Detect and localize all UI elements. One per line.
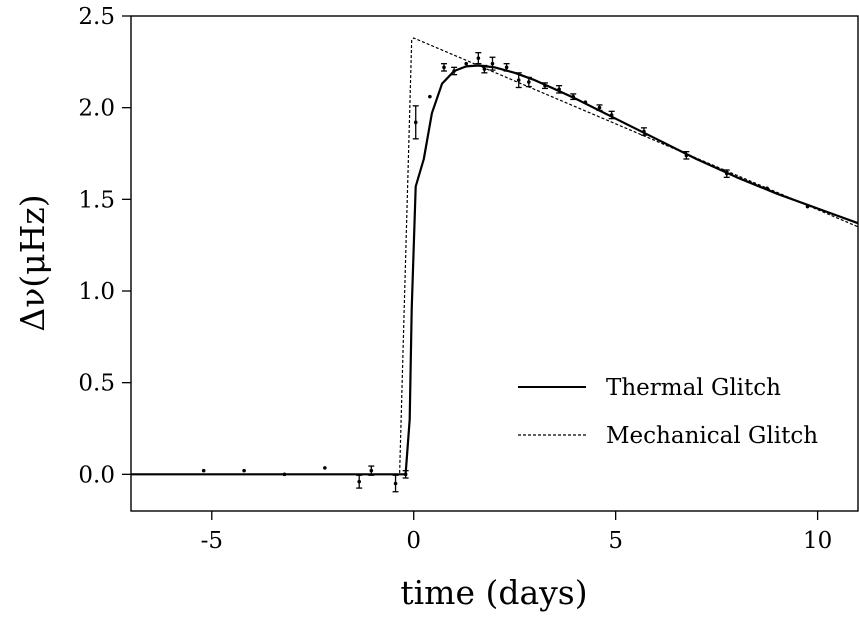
data-point [556,85,563,94]
data-point [441,63,448,72]
data-point [428,94,432,99]
data-point [596,104,603,112]
data-point [242,468,246,473]
data-point [392,474,399,493]
x-axis-title: time (days) [400,573,587,612]
data-point [683,151,690,160]
data-point [765,186,769,191]
data-point [323,466,327,470]
y-tick-label: 1.5 [78,187,115,213]
y-tick-label: 2.0 [78,96,115,122]
data-point [402,470,409,479]
x-tick-label: 0 [406,528,421,554]
y-axis-title: Δν(μHz) [13,194,52,331]
series-layer [131,37,859,476]
data-point [412,105,419,140]
data-point [541,82,548,90]
data-points [201,52,810,493]
data-point [723,169,730,178]
data-point [583,100,588,104]
y-tick-label: 1.0 [78,279,115,305]
y-tick-label: 0.5 [78,371,115,397]
data-point [489,56,496,71]
y-tick-label: 0.0 [78,462,115,488]
y-tick-label: 2.5 [78,4,115,30]
data-point [356,474,363,489]
data-point [503,63,510,72]
data-point [368,465,375,476]
data-point [201,468,206,473]
data-point [640,127,647,136]
data-point [608,110,615,120]
x-axis: -5 0 5 10 [201,511,832,554]
series-line-mechanical [131,37,859,475]
legend: Thermal Glitch Mechanical Glitch [518,375,818,449]
legend-label-mechanical: Mechanical Glitch [606,423,818,449]
data-point [481,64,488,74]
x-tick-label: 10 [803,528,832,554]
data-point [525,76,532,88]
data-point [282,472,287,477]
data-point [475,52,482,65]
data-point [451,66,458,76]
x-tick-label: -5 [201,528,223,554]
legend-label-thermal: Thermal Glitch [606,375,781,401]
y-axis: 0.0 0.5 1.0 1.5 2.0 2.5 [78,4,131,488]
series-line-thermal [131,64,859,476]
data-point [805,204,810,209]
data-point [464,61,469,66]
x-tick-label: 5 [608,528,623,554]
data-point [515,72,522,89]
data-point [570,93,577,101]
plot-frame [130,15,859,512]
